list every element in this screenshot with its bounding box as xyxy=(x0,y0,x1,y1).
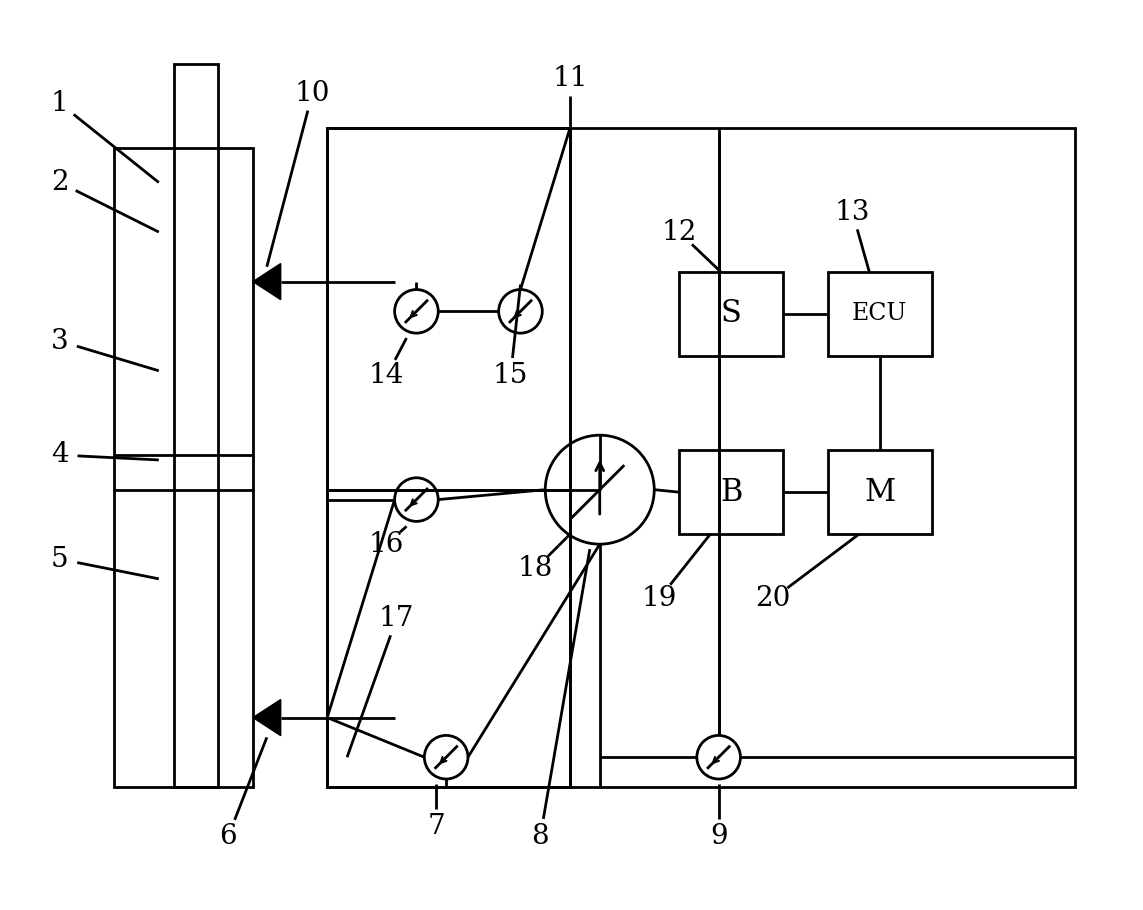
Bar xyxy=(679,272,783,356)
Text: 16: 16 xyxy=(369,531,405,558)
Text: 13: 13 xyxy=(834,198,870,226)
Text: 15: 15 xyxy=(493,362,528,389)
Text: 5: 5 xyxy=(51,545,69,572)
Text: 7: 7 xyxy=(427,813,445,840)
Bar xyxy=(679,450,783,534)
Text: 9: 9 xyxy=(710,823,727,850)
Text: 8: 8 xyxy=(531,823,549,850)
Text: 4: 4 xyxy=(51,441,69,469)
Text: 14: 14 xyxy=(369,362,405,389)
Polygon shape xyxy=(253,264,281,299)
Text: M: M xyxy=(864,477,895,508)
Text: 2: 2 xyxy=(51,169,69,196)
Text: 12: 12 xyxy=(662,218,697,246)
Text: 18: 18 xyxy=(518,555,553,582)
Bar xyxy=(327,128,570,490)
Text: B: B xyxy=(720,477,742,508)
Text: 19: 19 xyxy=(641,585,677,612)
Bar xyxy=(828,272,932,356)
Text: S: S xyxy=(720,298,742,329)
Text: 20: 20 xyxy=(756,585,791,612)
Text: 11: 11 xyxy=(552,65,588,92)
Bar xyxy=(174,64,218,787)
Text: ECU: ECU xyxy=(852,302,908,325)
Bar xyxy=(327,490,570,787)
Text: 6: 6 xyxy=(219,823,237,850)
Polygon shape xyxy=(253,700,281,735)
Bar xyxy=(327,128,1076,787)
Bar xyxy=(828,450,932,534)
Bar xyxy=(114,147,253,787)
Text: 10: 10 xyxy=(295,80,330,106)
Text: 17: 17 xyxy=(378,605,415,632)
Text: 3: 3 xyxy=(51,328,69,355)
Text: 1: 1 xyxy=(50,90,69,116)
